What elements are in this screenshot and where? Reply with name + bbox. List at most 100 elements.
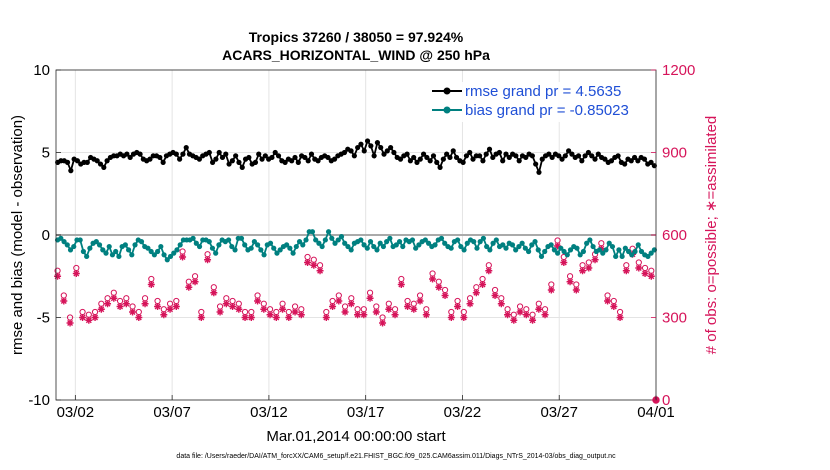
bias-series xyxy=(55,229,657,263)
bias-point xyxy=(538,253,545,260)
obs-assimilated-point xyxy=(435,283,443,291)
rmse-point xyxy=(440,156,446,162)
bias-point xyxy=(635,242,641,248)
bias-point xyxy=(619,253,625,260)
bias-point xyxy=(487,247,493,253)
rmse-point xyxy=(391,149,397,156)
obs-assimilated-point xyxy=(404,303,412,310)
obs-assimilated-point xyxy=(110,294,118,302)
bias-point xyxy=(161,252,167,258)
x-tick-label: 03/07 xyxy=(153,404,191,421)
obs-assimilated-point xyxy=(372,308,380,316)
rmse-point xyxy=(513,153,519,159)
obs-assimilated-point xyxy=(197,314,205,321)
bias-point xyxy=(529,242,535,248)
legend-rmse-marker xyxy=(443,87,451,95)
obs-assimilated-point xyxy=(254,297,262,305)
obs-assimilated-point xyxy=(210,289,218,297)
rmse-point xyxy=(569,151,575,157)
obs-assimilated-point xyxy=(322,314,330,321)
bias-point xyxy=(374,247,380,253)
rmse-point xyxy=(388,144,394,151)
right-y-tick-label: 1200 xyxy=(662,62,695,79)
obs-assimilated-point xyxy=(335,297,343,305)
rmse-point xyxy=(602,156,608,162)
right-y-tick-label: 0 xyxy=(662,392,670,409)
bias-point xyxy=(177,242,183,248)
obs-assimilated-point xyxy=(541,311,549,319)
bias-point xyxy=(58,235,64,241)
rmse-point xyxy=(533,161,539,167)
rmse-point xyxy=(302,154,308,161)
obs-assimilated-point xyxy=(441,292,449,299)
bias-point xyxy=(464,240,470,246)
rmse-point xyxy=(348,148,354,154)
bias-point xyxy=(425,240,432,246)
bias-point xyxy=(64,242,70,248)
x-tick-label: 04/01 xyxy=(637,404,675,421)
rmse-point xyxy=(226,161,232,167)
rmse-point xyxy=(424,154,430,161)
obs-assimilated-point xyxy=(191,278,199,286)
rmse-point xyxy=(556,153,562,159)
obs-assimilated-point xyxy=(429,275,437,283)
bias-point xyxy=(109,252,116,258)
rmse-point xyxy=(282,159,288,165)
rmse-point xyxy=(104,158,110,164)
bias-point xyxy=(577,252,583,258)
bias-point xyxy=(293,243,299,250)
chart-title-line2: ACARS_HORIZONTAL_WIND @ 250 hPa xyxy=(222,47,490,63)
obs-assimilated-point xyxy=(135,314,143,321)
bias-point xyxy=(106,243,112,250)
rmse-point xyxy=(579,158,585,164)
rmse-point xyxy=(411,154,417,161)
rmse-point xyxy=(615,153,621,159)
obs-assimilated-point xyxy=(316,267,324,275)
bias-point xyxy=(364,245,370,251)
left-y-tick-label: -10 xyxy=(28,392,50,409)
bias-point xyxy=(296,239,303,245)
rmse-point xyxy=(229,158,235,164)
obs-assimilated-point xyxy=(529,316,537,324)
bias-point xyxy=(329,235,335,241)
rmse-point xyxy=(213,156,219,162)
x-tick-label: 03/22 xyxy=(444,404,482,421)
bias-point xyxy=(174,247,180,253)
rmse-point xyxy=(546,151,552,157)
obs-assimilated-point xyxy=(504,311,512,319)
obs-assimilated-point xyxy=(554,242,562,250)
bias-point xyxy=(471,239,477,245)
obs-assimilated-point xyxy=(60,297,68,305)
obs-assimilated-point xyxy=(572,286,580,294)
bias-point xyxy=(145,245,151,251)
bias-point xyxy=(377,240,383,246)
bias-point xyxy=(338,234,345,240)
obs-assimilated-point xyxy=(85,316,93,324)
bias-point xyxy=(71,243,77,250)
rmse-point xyxy=(575,153,582,159)
rmse-point xyxy=(127,154,133,161)
rmse-point xyxy=(420,151,427,157)
rmse-point xyxy=(252,159,259,165)
bias-point xyxy=(580,248,587,255)
bias-point xyxy=(551,247,557,253)
legend-rmse-label: rmse grand pr = 4.5635 xyxy=(465,83,621,100)
bias-point xyxy=(261,252,267,258)
bias-point xyxy=(516,243,522,250)
bias-point xyxy=(584,240,590,246)
obs-assimilated-point xyxy=(204,256,212,264)
obs-assimilated-point xyxy=(447,314,455,321)
rmse-point xyxy=(559,156,565,162)
bias-point xyxy=(484,243,490,250)
bias-point xyxy=(519,240,525,246)
x-axis: 03/02 03/07 03/12 03/17 03/22 03/27 04/01 xyxy=(57,395,675,421)
rmse-point xyxy=(536,169,542,175)
bias-point xyxy=(587,237,593,243)
rmse-point xyxy=(262,153,268,159)
obs-assimilated-point xyxy=(547,286,555,294)
bias-point xyxy=(345,243,351,250)
bias-point xyxy=(442,240,448,246)
obs-assimilated-point xyxy=(97,305,105,313)
left-y-tick-label: 5 xyxy=(42,145,50,162)
bias-point xyxy=(629,252,635,258)
